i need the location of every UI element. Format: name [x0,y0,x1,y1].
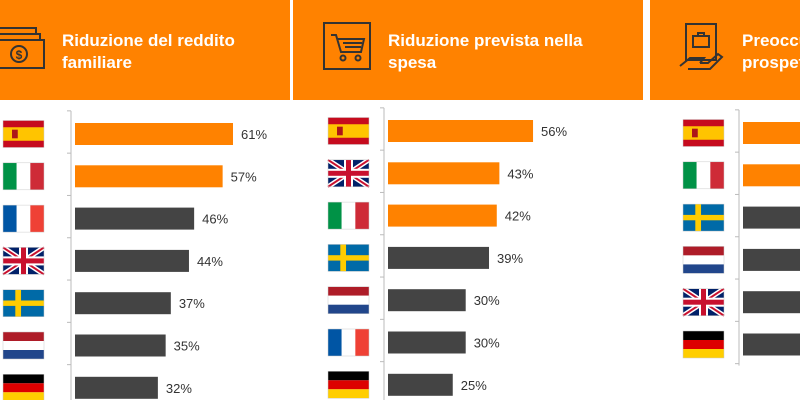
bar [388,373,453,396]
data-label: 42% [505,209,531,224]
sweden-flag [2,289,45,317]
france-flag [2,204,45,233]
data-label: 37% [179,296,205,311]
bar [743,122,800,144]
hand-briefcase-icon [679,23,724,70]
data-label: 32% [166,381,192,396]
italy-flag [327,201,370,230]
chart-area: 61% 57% 46% 44% 37% 35% 32% 56% 43% 42% 39% 30% 30% 2… [1,107,800,400]
panel-header-2: Riduzione prevista nella spesa [293,0,643,100]
data-label: 30% [474,336,500,351]
panel-title-3: Preoccupazione per le prospettive [742,31,800,72]
sweden-flag [327,244,370,272]
bar [75,292,171,315]
sweden-flag [682,203,725,232]
netherlands-flag [2,331,45,360]
uk-flag [1,245,46,277]
data-label: 43% [507,166,533,181]
data-label: 30% [474,293,500,308]
bar [743,291,800,314]
germany-flag [2,374,45,400]
data-label: 25% [461,378,487,393]
bar [388,246,490,269]
bar [75,165,223,188]
data-label: 44% [197,254,223,269]
money-banknote-icon: $ [0,27,45,69]
data-label: 57% [231,169,257,184]
italy-flag [682,161,725,190]
bar [388,289,466,312]
netherlands-flag [682,246,725,274]
spain-flag [682,119,725,147]
data-label: 35% [174,339,200,354]
bar [75,376,158,399]
spain-flag [2,120,45,148]
data-label: 56% [541,124,567,139]
bar [388,162,500,185]
data-label: 46% [202,212,228,227]
netherlands-flag [327,286,370,314]
bar [75,123,233,145]
bar [388,331,466,354]
panel-title-1: Riduzione del reddito familiare [62,31,235,72]
panel-title-2: Riduzione prevista nella spesa [388,31,583,72]
bar [743,164,800,187]
data-label: 61% [241,127,267,142]
bar [75,249,189,272]
shopping-cart-icon [323,22,371,70]
svg-text:$: $ [16,48,23,62]
germany-flag [682,330,725,359]
panel-header-3: Preoccupazione per le prospettive [650,0,800,100]
panel-header-1: $ Riduzione del reddito familiare [0,0,290,100]
bar [75,334,166,357]
bar [388,120,534,142]
france-flag [327,328,370,357]
italy-flag [2,162,45,191]
spain-flag [327,117,370,145]
bar [743,206,800,229]
bar [743,248,800,271]
uk-flag [681,286,726,318]
germany-flag [327,371,370,399]
data-label: 39% [497,251,523,266]
bar [388,204,497,227]
bar [75,207,195,230]
uk-flag [326,157,371,189]
bar [743,333,800,356]
